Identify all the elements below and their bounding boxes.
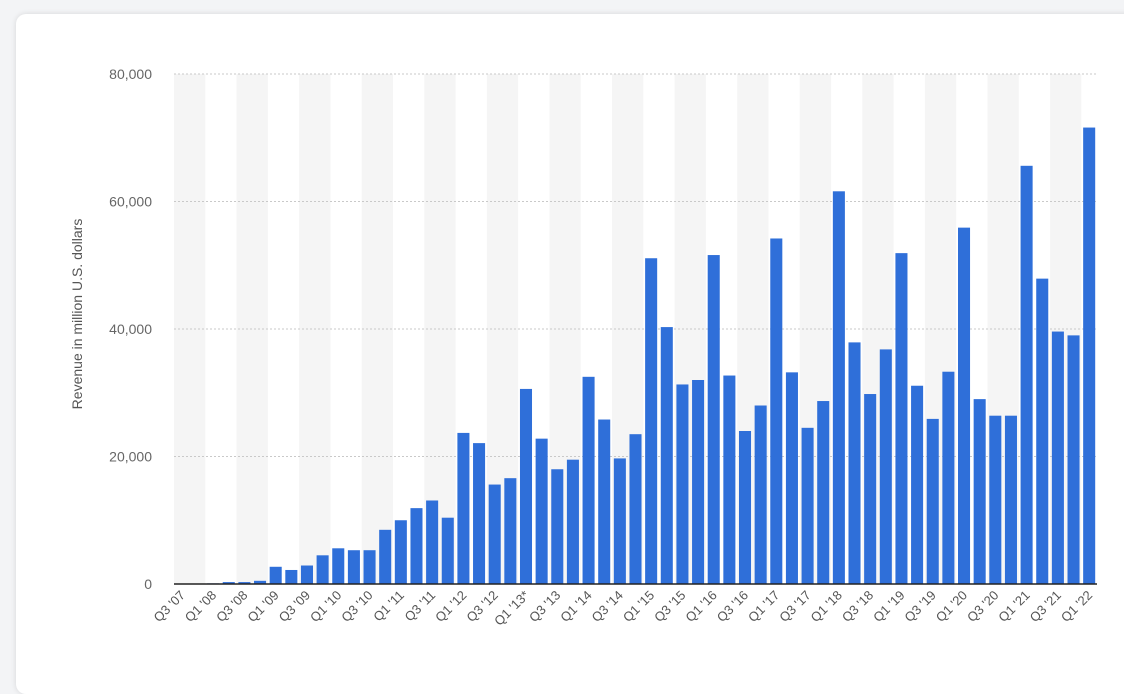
bar: [285, 569, 298, 584]
x-tick-label: Q3 '18: [839, 588, 876, 625]
x-tick-label: Q1 '13*: [491, 588, 532, 629]
bars: [207, 127, 1096, 585]
bar: [926, 418, 939, 584]
bar: [379, 529, 392, 584]
x-tick-label: Q1 '19: [870, 588, 907, 625]
x-tick-label: Q1 '11: [370, 588, 407, 625]
x-tick-label: Q1 '08: [182, 588, 219, 625]
bar: [566, 459, 579, 584]
bar: [238, 582, 251, 584]
bar: [692, 380, 705, 584]
y-tick-label: 0: [144, 576, 152, 592]
x-tick-label: Q1 '09: [244, 588, 281, 625]
bar: [785, 372, 798, 584]
bar: [1067, 335, 1080, 584]
y-axis-title: Revenue in million U.S. dollars: [69, 219, 85, 410]
bar: [864, 394, 877, 584]
chart-card: 0 20,000 40,000 60,000 80,000 Q3 '07 Q1 '08 Q3…: [16, 14, 1124, 694]
bar: [410, 508, 423, 584]
y-tick-label: 60,000: [109, 194, 152, 210]
bar: [551, 469, 564, 584]
bar: [879, 349, 892, 584]
bar: [723, 375, 736, 584]
bar: [1051, 331, 1064, 584]
bar: [1083, 127, 1096, 585]
bar: [426, 500, 439, 584]
bar: [254, 580, 267, 584]
bar: [707, 255, 720, 585]
bar: [613, 458, 626, 584]
bar: [222, 582, 235, 584]
bar: [332, 548, 345, 584]
bar: [347, 550, 360, 584]
x-tick-label: Q3 '13: [526, 588, 563, 625]
bar: [504, 478, 517, 584]
y-tick-label: 40,000: [109, 321, 152, 337]
bar: [645, 258, 658, 584]
bar: [582, 376, 595, 584]
x-tick-label: Q3 '16: [714, 588, 751, 625]
x-tick-label: Q3 '11: [402, 588, 439, 625]
bar: [754, 405, 767, 584]
bar: [1004, 415, 1017, 584]
bar: [738, 431, 752, 584]
x-tick-label: Q1 '12: [432, 588, 469, 625]
bar: [770, 238, 783, 584]
y-tick-label: 20,000: [109, 449, 152, 465]
bar: [942, 371, 955, 584]
x-tick-label: Q1 '16: [682, 588, 719, 625]
bar: [973, 399, 986, 584]
bar: [1020, 165, 1033, 585]
bar: [488, 484, 501, 584]
bar: [801, 427, 814, 584]
bar: [300, 565, 313, 584]
x-tick-label: Q1 '22: [1058, 588, 1095, 625]
bar: [895, 253, 908, 584]
bar: [473, 443, 486, 584]
bar: [629, 434, 642, 584]
x-tick-label: Q1 '10: [307, 588, 344, 625]
x-tick-label: Q3 '09: [276, 588, 313, 625]
x-tick-label: Q3 '21: [1027, 588, 1064, 625]
x-tick-label: Q3 '08: [213, 588, 250, 625]
bar: [958, 227, 971, 584]
x-tick-label: Q3 '17: [776, 588, 813, 625]
x-tick-label: Q3 '15: [651, 588, 688, 625]
bar: [832, 191, 845, 585]
bar: [817, 401, 830, 584]
bar: [989, 415, 1002, 584]
x-tick-label: Q1 '18: [808, 588, 845, 625]
x-tick-label: Q3 '07: [151, 588, 188, 625]
x-tick-label: Q3 '19: [901, 588, 938, 625]
bar: [363, 550, 376, 584]
y-tick-label: 80,000: [109, 66, 152, 82]
x-tick-label: Q1 '21: [995, 588, 1032, 625]
bar: [660, 327, 673, 584]
bar: [911, 385, 924, 584]
bar: [457, 432, 470, 584]
x-tick-label: Q1 '17: [745, 588, 782, 625]
x-tick-label: Q1 '15: [620, 588, 657, 625]
bar: [598, 419, 611, 584]
x-tick-label: Q3 '20: [964, 588, 1001, 625]
bar: [441, 517, 454, 584]
bar: [269, 566, 282, 584]
bar: [316, 555, 329, 584]
bar: [535, 438, 548, 584]
x-tick-label: Q1 '14: [557, 588, 594, 625]
bar: [848, 342, 861, 584]
x-tick-label: Q3 '14: [589, 588, 626, 625]
bar: [519, 388, 533, 584]
bar: [1036, 278, 1049, 584]
bar: [676, 384, 689, 584]
x-tick-label: Q1 '20: [933, 588, 970, 625]
x-tick-label: Q3 '10: [338, 588, 375, 625]
y-axis-ticks: 0 20,000 40,000 60,000 80,000: [109, 66, 152, 592]
bar: [394, 520, 407, 584]
